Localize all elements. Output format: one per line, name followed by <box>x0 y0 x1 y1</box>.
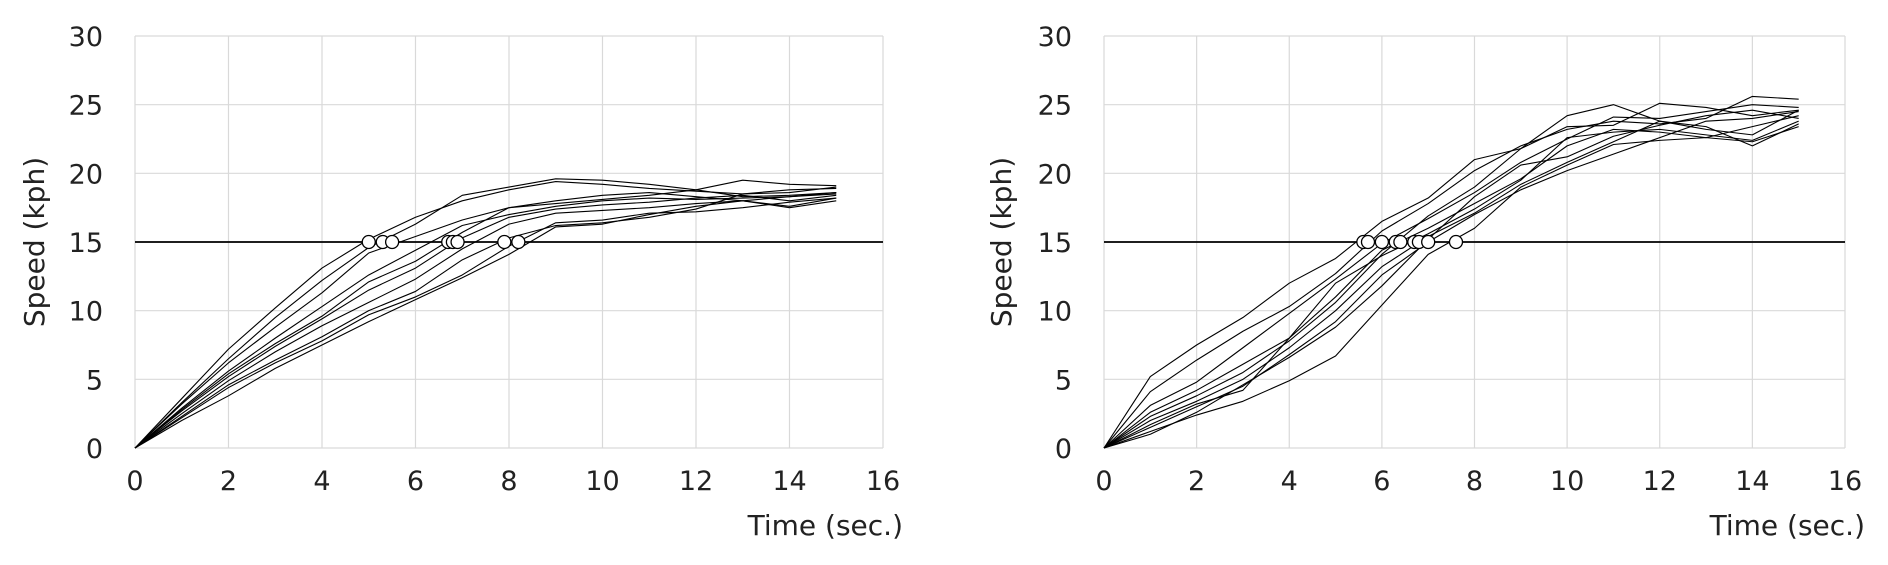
x-axis-title: Time (sec.) <box>747 509 903 542</box>
y-axis-title: Speed (kph) <box>18 157 51 327</box>
series-line-3 <box>1103 104 1799 449</box>
series-line-7 <box>1103 120 1799 449</box>
series-line-6 <box>1103 120 1799 449</box>
y-tick-label: 15 <box>1038 228 1072 259</box>
y-tick-label: 10 <box>1038 297 1072 328</box>
series-line-8 <box>134 187 837 449</box>
x-tick-label: 6 <box>1373 466 1390 497</box>
y-tick-label: 0 <box>1055 434 1072 465</box>
x-tick-label: 10 <box>585 466 619 497</box>
series-line-2 <box>1103 95 1799 449</box>
crossing-marker <box>384 234 400 250</box>
x-tick-label: 12 <box>679 466 713 497</box>
series-line-4 <box>134 193 837 449</box>
crossing-marker <box>1448 234 1464 250</box>
series-line-9 <box>134 197 837 449</box>
series-line-5 <box>134 192 837 449</box>
y-tick-label: 5 <box>86 365 103 396</box>
crossing-marker <box>1374 234 1390 250</box>
series-line-10 <box>1103 109 1799 449</box>
x-tick-label: 4 <box>1281 466 1298 497</box>
series-line-1 <box>1103 104 1799 449</box>
x-tick-label: 4 <box>313 466 330 497</box>
x-tick-label: 8 <box>1466 466 1483 497</box>
y-tick-label: 25 <box>69 91 103 122</box>
series-line-2 <box>134 178 837 449</box>
y-tick-label: 10 <box>69 297 103 328</box>
series-line-6 <box>134 194 837 449</box>
x-tick-label: 2 <box>1188 466 1205 497</box>
y-tick-label: 30 <box>1038 22 1072 53</box>
x-axis-title: Time (sec.) <box>1709 509 1865 542</box>
crossing-marker <box>497 234 512 250</box>
crossing-marker <box>1360 234 1376 250</box>
x-tick-label: 0 <box>1095 466 1112 497</box>
series-line-3 <box>134 179 837 449</box>
x-tick-label: 2 <box>220 466 237 497</box>
series-line-4 <box>1103 115 1799 449</box>
series-line-7 <box>134 192 837 449</box>
y-tick-label: 30 <box>69 22 103 53</box>
crossing-marker <box>511 234 526 250</box>
series-line-10 <box>134 200 837 449</box>
x-tick-label: 0 <box>126 466 143 497</box>
x-tick-label: 16 <box>1828 466 1862 497</box>
crossing-marker <box>1393 234 1408 250</box>
crossing-marker <box>450 234 465 250</box>
y-tick-label: 20 <box>69 159 103 190</box>
x-tick-label: 6 <box>407 466 424 497</box>
series-line-1 <box>134 181 837 449</box>
x-tick-label: 14 <box>1735 466 1769 497</box>
x-tick-label: 16 <box>866 466 900 497</box>
x-tick-label: 10 <box>1550 466 1584 497</box>
x-tick-label: 14 <box>772 466 806 497</box>
series-line-5 <box>1103 102 1799 449</box>
y-tick-label: 20 <box>1038 159 1072 190</box>
chart-panel-1: 0 2 4 6 8 10 12 14 16 0 5 10 15 20 25 30 Speed (kph) Time… <box>18 22 903 542</box>
series-line-8 <box>1103 110 1799 449</box>
y-tick-label: 0 <box>86 434 103 465</box>
x-tick-label: 8 <box>500 466 517 497</box>
chart-panel-2: 0 2 4 6 8 10 12 14 16 0 5 10 15 20 25 30 Speed (kph) Time… <box>985 22 1865 542</box>
y-axis-title: Speed (kph) <box>985 157 1018 327</box>
y-tick-label: 15 <box>69 228 103 259</box>
y-tick-label: 25 <box>1038 91 1072 122</box>
y-tick-label: 5 <box>1055 365 1072 396</box>
crossing-marker <box>1421 234 1436 250</box>
x-tick-label: 12 <box>1643 466 1677 497</box>
crossing-marker <box>361 234 376 250</box>
series-line-9 <box>1103 126 1799 449</box>
